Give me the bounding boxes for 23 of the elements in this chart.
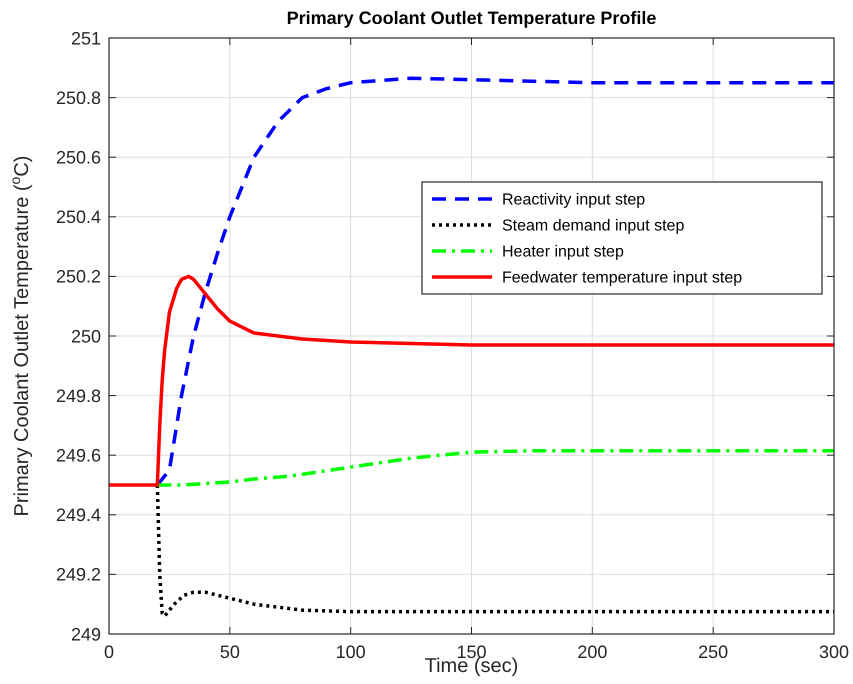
legend-label: Reactivity input step (502, 192, 646, 209)
legend-label: Heater input step (502, 244, 624, 261)
y-tick-label: 251 (70, 28, 101, 48)
y-tick-label: 250.8 (56, 88, 101, 108)
y-tick-label: 250 (70, 326, 101, 346)
y-tick-label: 249.2 (56, 564, 101, 585)
y-tick-label: 249 (70, 624, 101, 644)
x-tick-label: 100 (336, 642, 366, 662)
y-tick-label: 250.2 (56, 266, 101, 287)
legend-label: Feedwater temperature input step (502, 270, 742, 287)
x-tick-label: 0 (104, 642, 114, 662)
x-tick-label: 250 (698, 642, 728, 662)
x-tick-label: 300 (818, 642, 850, 662)
y-tick-label: 249.4 (56, 505, 101, 526)
x-tick-label: 50 (220, 642, 240, 662)
y-tick-label: 250.4 (56, 207, 101, 228)
y-tick-label: 250.6 (56, 148, 101, 168)
y-tick-label: 249.6 (56, 446, 101, 466)
y-tick-label: 249.8 (56, 386, 101, 406)
x-tick-label: 200 (577, 642, 608, 662)
chart-title: Primary Coolant Outlet Temperature Profile (286, 8, 656, 28)
legend-label: Steam demand input step (502, 218, 684, 235)
line-series (156, 448, 836, 487)
